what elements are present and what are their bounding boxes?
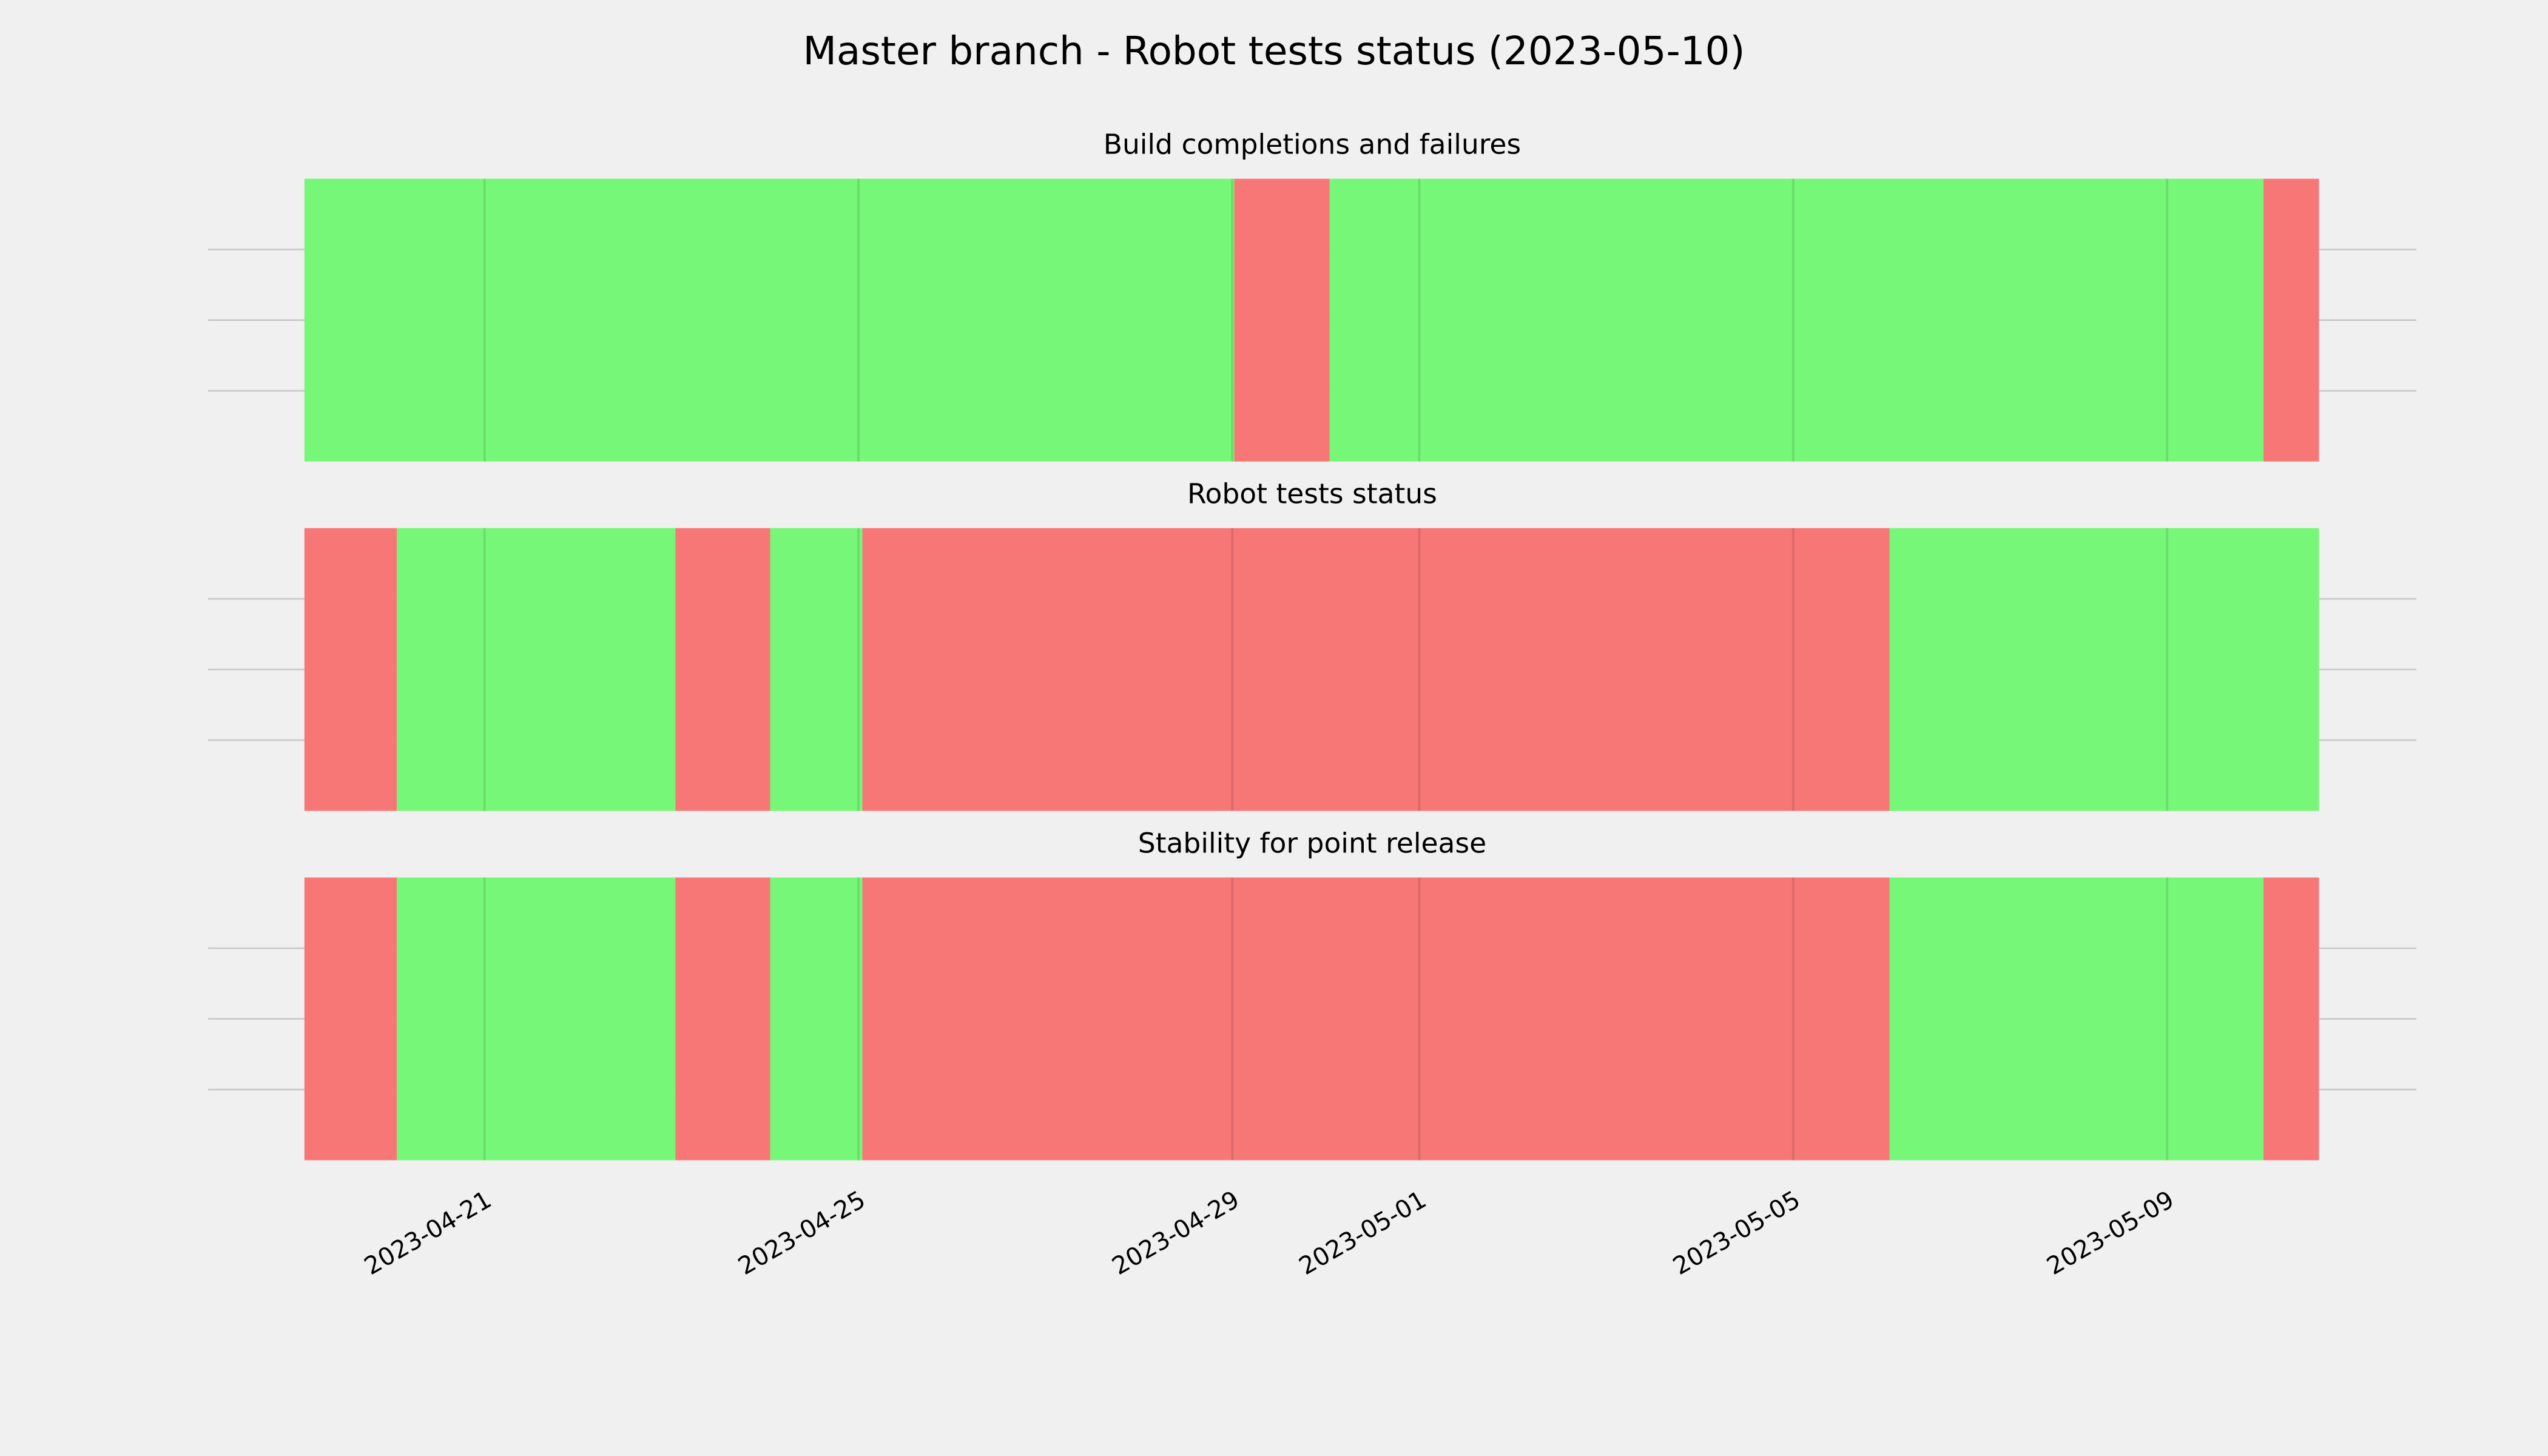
status-span — [304, 528, 397, 811]
status-span — [770, 528, 863, 811]
status-span — [770, 877, 863, 1161]
status-span — [1889, 528, 2319, 811]
subplot-title: Robot tests status — [1187, 477, 1437, 510]
status-span — [862, 528, 1890, 811]
subplot-title: Stability for point release — [1138, 827, 1486, 859]
status-span — [2263, 178, 2319, 462]
status-span — [675, 877, 770, 1161]
status-span — [1234, 178, 1330, 462]
status-span — [304, 877, 397, 1161]
status-span — [862, 877, 1890, 1161]
chart-title: Master branch - Robot tests status (2023… — [803, 29, 1745, 74]
status-span — [1329, 178, 2264, 462]
status-span — [2263, 877, 2319, 1161]
status-span — [675, 528, 770, 811]
status-span — [397, 528, 676, 811]
status-span — [304, 178, 1235, 462]
status-span — [397, 877, 676, 1161]
status-span — [1889, 877, 2264, 1161]
subplot-title: Build completions and failures — [1104, 129, 1521, 161]
